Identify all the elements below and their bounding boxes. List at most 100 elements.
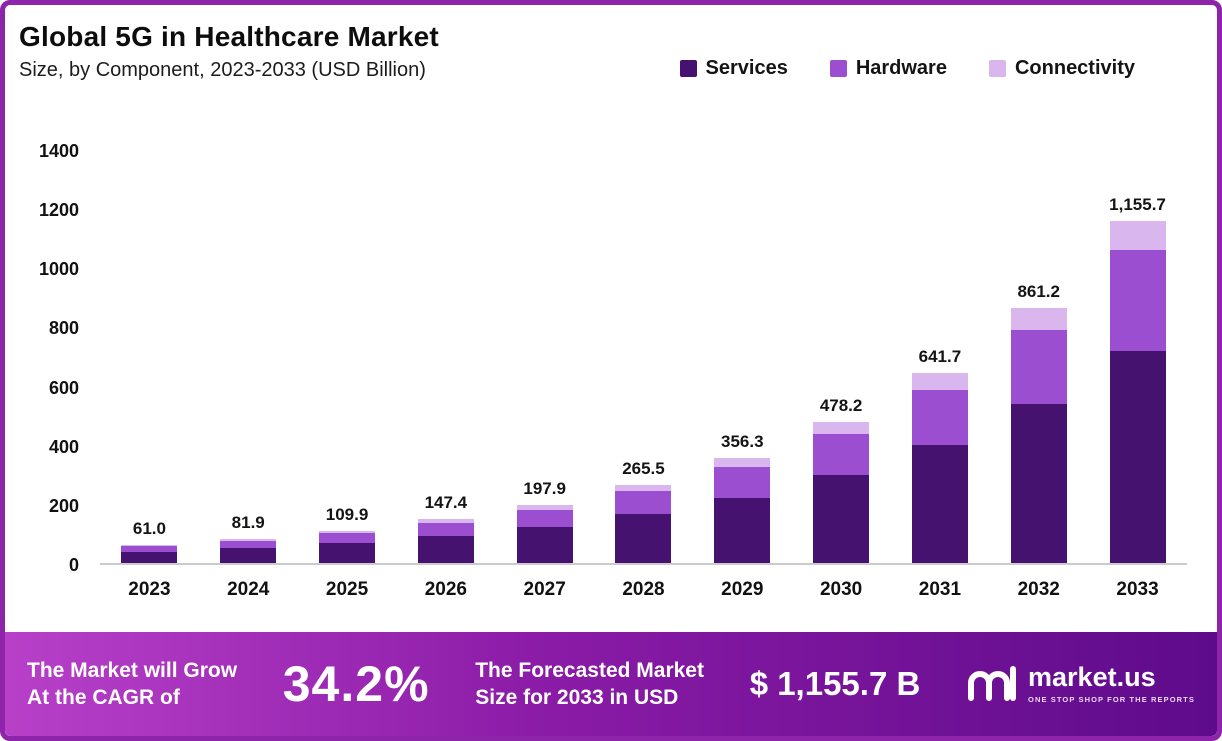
- bar-stack: [615, 484, 672, 563]
- page-title: Global 5G in Healthcare Market: [19, 21, 439, 52]
- logo-text: market.us: [1028, 662, 1156, 692]
- bar-segment-services: [516, 526, 573, 563]
- bar-segment-connectivity: [516, 504, 573, 510]
- bar-column: 197.9: [495, 479, 594, 563]
- x-tick-label: 2027: [523, 579, 566, 600]
- y-axis: 0 200 400 600 800 1000 1200 1400: [11, 141, 91, 575]
- bar-segment-connectivity: [1109, 221, 1166, 251]
- bar-total-label: 265.5: [622, 458, 665, 478]
- x-tick-label: 2030: [819, 579, 863, 600]
- legend-label: Connectivity: [1014, 57, 1135, 79]
- logo-tagline: ONE STOP SHOP FOR THE REPORTS: [1028, 695, 1195, 704]
- bar-segment-services: [615, 514, 672, 563]
- bar-segment-hardware: [911, 389, 968, 446]
- bar-column: 641.7: [891, 347, 990, 563]
- bar-stack: [121, 544, 178, 563]
- bar-total-label: 1,155.7: [1109, 195, 1166, 215]
- y-tick-label: 1000: [38, 259, 79, 280]
- bar-total-label: 61.0: [132, 518, 166, 538]
- bar-segment-hardware: [319, 533, 376, 543]
- bar-stack: [516, 504, 573, 563]
- bar-total-label: 147.4: [424, 493, 468, 513]
- legend-item-connectivity: Connectivity: [988, 57, 1135, 80]
- bar-segment-hardware: [220, 540, 277, 548]
- forecast-value: $ 1,155.7 B: [749, 665, 921, 702]
- legend-swatch-icon: [988, 60, 1006, 77]
- bar-total-label: 81.9: [231, 512, 265, 532]
- x-axis: 2023 2024 2025 2026 2027 2028 2029 2030 2031 2032…: [100, 579, 1187, 601]
- bar-total-label: 478.2: [819, 395, 863, 415]
- x-tick-label: 2024: [227, 579, 270, 600]
- bar-segment-hardware: [813, 434, 870, 476]
- y-tick-label: 1200: [38, 200, 79, 221]
- plot-area: 61.0 81.9 109.9 147.4 197.9 265.5 356.3 478.2 64…: [100, 151, 1187, 565]
- bar-column: 61.0: [100, 519, 199, 563]
- bar-segment-connectivity: [813, 421, 870, 435]
- legend-item-hardware: Hardware: [829, 57, 947, 80]
- logo-text-block: market.us ONE STOP SHOP FOR THE REPORTS: [1028, 662, 1195, 705]
- chart-subtitle: Size, by Component, 2023-2033 (USD Billi…: [19, 59, 426, 81]
- y-tick-label: 600: [48, 377, 79, 398]
- bar-stack: [813, 421, 870, 563]
- chart-header: Global 5G in Healthcare Market Size, by …: [19, 21, 439, 82]
- bar-stack: [911, 373, 968, 563]
- bar-stack: [1010, 308, 1067, 563]
- bar-stack: [417, 519, 474, 563]
- bar-segment-hardware: [417, 523, 474, 536]
- bar-segment-hardware: [121, 546, 178, 552]
- marketus-logo-icon: [966, 662, 1018, 707]
- bar-total-label: 197.9: [523, 478, 566, 498]
- bar-stack: [714, 457, 771, 563]
- x-tick-label: 2026: [424, 579, 467, 600]
- bar-column: 81.9: [199, 513, 298, 563]
- x-tick-label: 2029: [721, 579, 764, 600]
- x-tick-label: 2031: [918, 579, 962, 600]
- bar-segment-hardware: [1109, 250, 1166, 351]
- bar-segment-connectivity: [319, 530, 376, 534]
- x-tick-label: 2028: [622, 579, 665, 600]
- bar-segment-services: [417, 535, 474, 563]
- bar-segment-connectivity: [714, 457, 771, 467]
- y-tick-label: 800: [48, 318, 79, 339]
- bar-segment-connectivity: [220, 538, 277, 541]
- legend-label: Services: [705, 57, 788, 79]
- bar-column: 109.9: [298, 505, 397, 563]
- bottom-banner: The Market will Grow At the CAGR of 34.2…: [5, 632, 1217, 736]
- bar-segment-connectivity: [615, 484, 672, 492]
- y-tick-label: 0: [68, 555, 79, 575]
- x-tick-label: 2025: [325, 579, 369, 600]
- bar-segment-hardware: [714, 466, 771, 498]
- legend-label: Hardware: [855, 57, 947, 79]
- bar-column: 265.5: [594, 459, 693, 563]
- legend-swatch-icon: [829, 60, 847, 77]
- bar-total-label: 356.3: [721, 431, 764, 451]
- x-tick-label: 2023: [128, 579, 171, 600]
- bar-segment-connectivity: [121, 544, 178, 547]
- bar-segment-services: [121, 551, 178, 563]
- bar-segment-connectivity: [1010, 308, 1067, 330]
- bar-stack: [1109, 221, 1166, 563]
- bar-total-label: 861.2: [1017, 282, 1060, 302]
- x-tick-label: 2033: [1116, 579, 1159, 600]
- x-tick-label: 2032: [1017, 579, 1060, 600]
- bar-segment-services: [319, 542, 376, 563]
- bar-stack: [220, 538, 277, 563]
- y-tick-label: 200: [48, 495, 79, 516]
- cagr-value: 34.2%: [282, 656, 430, 712]
- legend-item-services: Services: [679, 57, 788, 80]
- bar-segment-services: [1010, 404, 1067, 563]
- marketus-logo: market.us ONE STOP SHOP FOR THE REPORTS: [966, 662, 1195, 707]
- bar-segment-hardware: [1010, 329, 1067, 405]
- bar-segment-connectivity: [911, 373, 968, 390]
- forecast-label: The Forecasted Market Size for 2033 in U…: [475, 658, 704, 709]
- legend-swatch-icon: [679, 60, 697, 77]
- bar-total-label: 641.7: [918, 347, 962, 367]
- bar-stack: [319, 530, 376, 563]
- bar-column: 356.3: [693, 432, 792, 563]
- bar-segment-services: [1109, 350, 1166, 563]
- legend: Services Hardware Connectivity: [679, 57, 1135, 80]
- y-tick-label: 400: [48, 436, 79, 457]
- bar-column: 147.4: [396, 493, 495, 563]
- bar-segment-services: [714, 497, 771, 563]
